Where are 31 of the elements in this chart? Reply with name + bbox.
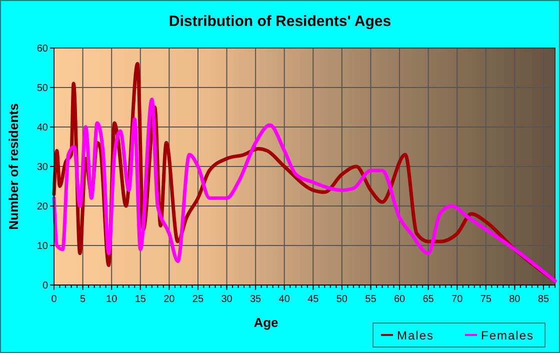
line-series [52, 98, 557, 283]
y-tick-label: 0 [42, 280, 48, 292]
x-tick-label: 40 [278, 294, 290, 305]
y-axis-title: Number of residents [6, 103, 21, 230]
y-tick-label: 50 [36, 83, 48, 94]
y-tick-label: 60 [36, 44, 48, 54]
x-tick-label: 25 [192, 294, 204, 305]
x-tick-label: 60 [394, 294, 406, 305]
x-tick-label: 75 [480, 294, 492, 305]
legend-label: Males [397, 328, 434, 342]
legend-label: Females [481, 328, 534, 342]
y-tick-label: 40 [36, 122, 48, 134]
x-tick-label: 50 [336, 294, 348, 305]
y-tick-label: 10 [36, 241, 48, 252]
x-tick-label: 35 [250, 294, 262, 305]
x-tick-label: 10 [106, 294, 118, 305]
x-tick-label: 80 [509, 294, 521, 305]
x-tick-label: 65 [422, 294, 434, 305]
x-tick-label: 70 [452, 294, 464, 305]
x-tick-label: 20 [164, 294, 176, 305]
x-tick-label: 0 [51, 294, 58, 305]
chart-title: Distribution of Residents' Ages [168, 13, 392, 30]
x-tick-label: 85 [538, 294, 550, 305]
x-tick-label: 45 [308, 294, 320, 305]
x-tick-label: 15 [134, 294, 146, 305]
y-tick-label: 20 [36, 202, 48, 212]
x-tick-label: 30 [221, 294, 233, 305]
y-tick-label: 30 [36, 162, 48, 173]
x-tick-label: 55 [365, 294, 377, 305]
x-axis-title: Age [254, 315, 278, 330]
x-tick-label: 5 [80, 294, 86, 305]
